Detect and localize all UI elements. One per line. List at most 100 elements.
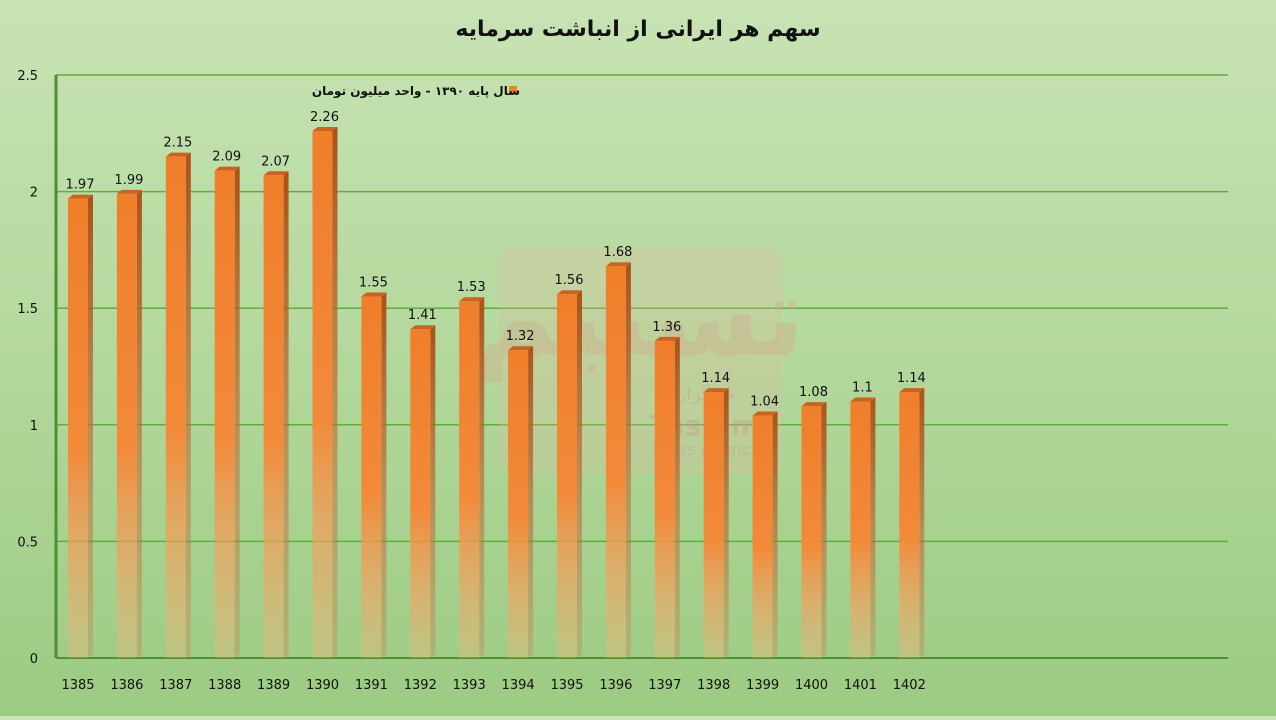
bar-side (772, 411, 778, 658)
bar-top (263, 171, 289, 176)
data-label: 1.41 (408, 308, 437, 323)
bar (312, 130, 333, 658)
x-tick-label: 1388 (208, 678, 241, 693)
y-tick-label: 2.5 (17, 69, 38, 84)
data-label: 1.14 (897, 371, 926, 386)
data-label: 1.56 (555, 273, 584, 288)
bar (752, 415, 773, 658)
x-tick-label: 1385 (61, 678, 94, 693)
bar-top (801, 402, 827, 407)
x-tick-label: 1393 (453, 678, 486, 693)
bar (410, 329, 431, 658)
x-tick-label: 1400 (795, 678, 828, 693)
x-tick-label: 1399 (746, 678, 779, 693)
data-label: 1.55 (359, 276, 388, 291)
bar-side (332, 126, 338, 658)
bar (703, 392, 724, 658)
bar-top (214, 166, 240, 171)
x-tick-label: 1391 (355, 678, 388, 693)
bar-top (850, 397, 876, 402)
legend: سال پایه ۱۳۹۰ - واحد میلیون تومان (312, 84, 520, 99)
x-tick-label: 1402 (893, 678, 926, 693)
bar-top (459, 297, 485, 302)
x-tick-label: 1392 (404, 678, 437, 693)
data-label: 1.97 (66, 178, 95, 193)
legend-label: سال پایه ۱۳۹۰ - واحد میلیون تومان (312, 84, 520, 99)
bar (68, 198, 88, 658)
bar-top (703, 388, 729, 393)
data-label: 1.36 (652, 320, 681, 335)
bar (801, 406, 822, 658)
bar (605, 266, 626, 658)
bar-side (381, 292, 387, 658)
x-tick-label: 1398 (697, 678, 730, 693)
bar (361, 296, 382, 658)
bar (459, 301, 480, 658)
bar-side (528, 346, 534, 658)
x-tick-label: 1396 (599, 678, 632, 693)
bar-side (479, 297, 485, 658)
bar-top (752, 411, 778, 416)
bar-side (283, 171, 289, 658)
data-label: 1.53 (457, 280, 486, 295)
bar (899, 392, 920, 658)
x-tick-label: 1389 (257, 678, 290, 693)
bar-side (234, 166, 240, 658)
bar-top (899, 388, 925, 393)
grid-lines (54, 74, 1228, 659)
bar (508, 350, 529, 658)
legend-swatch (509, 86, 517, 94)
bar-side (136, 189, 142, 658)
bars (68, 126, 925, 658)
data-label: 1.08 (799, 385, 828, 400)
x-tick-label: 1387 (159, 678, 192, 693)
bar-top (116, 189, 142, 194)
y-tick-label: 0 (30, 652, 38, 667)
data-label: 1.14 (701, 371, 730, 386)
bar-top (361, 292, 387, 297)
bar-side (674, 336, 680, 658)
bar-side (625, 262, 631, 658)
bar (214, 170, 235, 658)
bar (654, 340, 675, 658)
bar-top (557, 290, 582, 295)
data-label: 2.07 (261, 154, 290, 169)
data-label: 2.09 (212, 150, 241, 165)
bar-top (68, 194, 93, 199)
y-tick-label: 1.5 (17, 302, 38, 317)
x-tick-label: 1395 (550, 678, 583, 693)
x-tick-label: 1386 (110, 678, 143, 693)
bar-top (165, 152, 191, 157)
bar (557, 294, 577, 658)
y-axis-ticks: 0 0.5 1 1.5 2 2.5 (17, 69, 38, 667)
bar-side (185, 152, 191, 658)
data-label: 2.26 (310, 110, 339, 125)
data-label: 1.04 (750, 394, 779, 409)
bar-side (821, 402, 827, 658)
bar-top (654, 336, 680, 341)
bar (263, 175, 284, 658)
chart-title: سهم هر ایرانی از انباشت سرمایه (455, 17, 820, 42)
bar-top (312, 126, 338, 131)
x-tick-label: 1397 (648, 678, 681, 693)
y-tick-label: 1 (30, 419, 38, 434)
data-label: 2.15 (163, 136, 192, 151)
x-axis-ticks: 1385 1386 1387 1388 1389 1390 1391 1392 1393 1394… (61, 678, 925, 693)
bar-top (605, 262, 631, 267)
bar-top (410, 325, 436, 330)
bar-side (88, 194, 93, 658)
y-tick-label: 2 (30, 186, 38, 201)
bar-side (870, 397, 876, 658)
x-tick-label: 1394 (502, 678, 535, 693)
bar (165, 156, 186, 658)
bar (116, 193, 137, 658)
bar-side (723, 388, 729, 658)
data-label: 1.1 (852, 380, 873, 395)
bar (850, 401, 871, 658)
data-labels: 1.97 1.99 2.15 2.09 2.07 2.26 1.55 1.41 1.53 1.32… (66, 110, 926, 410)
data-label: 1.68 (603, 245, 632, 260)
bar-top (508, 346, 534, 351)
bar-side (577, 290, 582, 658)
